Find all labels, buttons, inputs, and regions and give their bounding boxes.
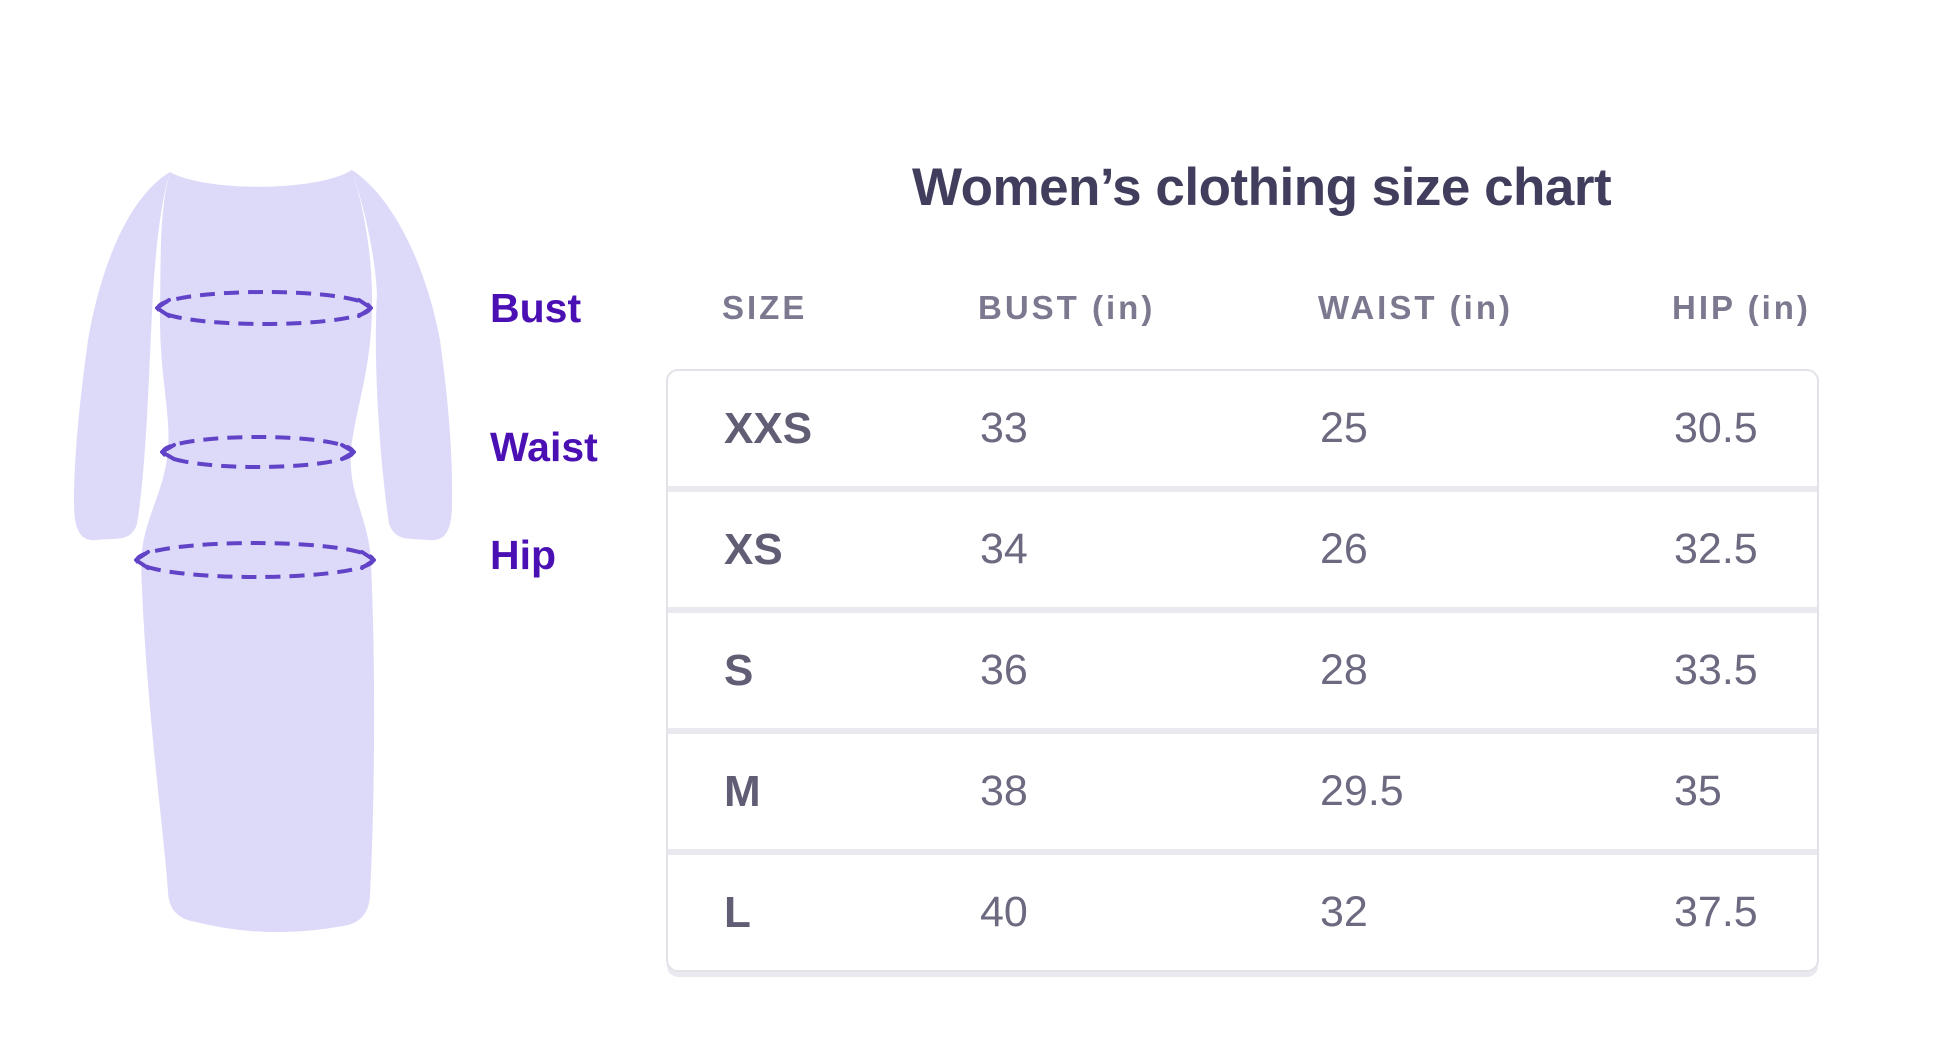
value-cell: 29.5 [1320, 767, 1404, 815]
value-cell: 37.5 [1674, 888, 1758, 936]
table-row: XS 34 26 32.5 [668, 492, 1817, 613]
value-cell: 34 [980, 525, 1028, 573]
value-cell: 32.5 [1674, 525, 1758, 573]
page-title: Women’s clothing size chart [912, 157, 1612, 217]
bust-measure-label: Bust [490, 285, 582, 331]
size-cell: XS [724, 524, 783, 574]
waist-measure-label: Waist [490, 424, 598, 470]
dress-silhouette-graphic [74, 170, 453, 933]
column-header: BUST (in) [978, 289, 1156, 326]
column-header: HIP (in) [1672, 289, 1811, 326]
size-cell: S [724, 645, 754, 695]
value-cell: 40 [980, 888, 1028, 936]
table-row: XXS 33 25 30.5 [668, 371, 1817, 492]
value-cell: 28 [1320, 646, 1368, 694]
dress-left-sleeve-shape [74, 172, 170, 541]
column-header: WAIST (in) [1318, 289, 1513, 326]
value-cell: 32 [1320, 888, 1368, 936]
value-cell: 33.5 [1674, 646, 1758, 694]
size-cell: L [724, 887, 751, 937]
table-row: S 36 28 33.5 [668, 613, 1817, 734]
bust-measure-arrow-tips [155, 298, 373, 318]
value-cell: 33 [980, 404, 1028, 452]
hip-measure-arrow-tips [134, 550, 376, 570]
table-header-row: SIZE BUST (in) WAIST (in) HIP (in) [666, 288, 1873, 328]
size-cell: XXS [724, 403, 813, 453]
waist-measure-arrow-tips [160, 443, 356, 461]
dress-right-sleeve-shape [352, 170, 453, 541]
table-row: L 40 32 37.5 [668, 855, 1817, 970]
hip-measure-label: Hip [490, 532, 557, 578]
value-cell: 38 [980, 767, 1028, 815]
value-cell: 36 [980, 646, 1028, 694]
dress-illustration [55, 150, 465, 950]
value-cell: 26 [1320, 525, 1368, 573]
table-row: M 38 29.5 35 [668, 734, 1817, 855]
value-cell: 30.5 [1674, 404, 1758, 452]
size-cell: M [724, 766, 761, 816]
table-body: XXS 33 25 30.5 XS 34 26 32.5 S 36 28 33.5 M 38 29.5 35 L… [666, 369, 1819, 972]
value-cell: 25 [1320, 404, 1368, 452]
value-cell: 35 [1674, 767, 1722, 815]
dress-torso-shape [141, 170, 375, 933]
column-header: SIZE [722, 289, 808, 326]
